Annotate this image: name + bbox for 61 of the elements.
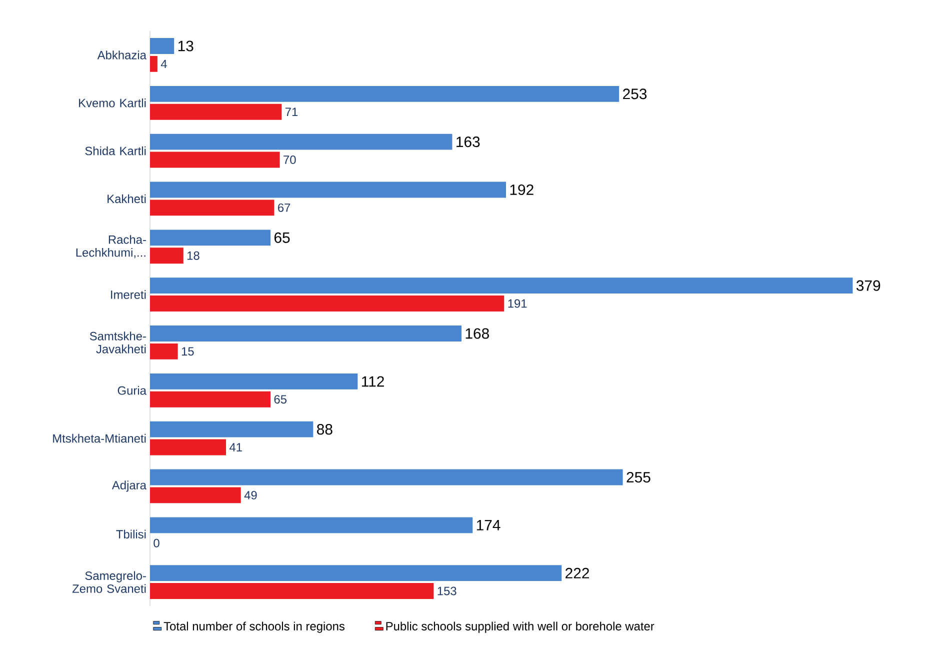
data-label: 192 — [510, 184, 534, 196]
bar — [150, 248, 184, 264]
data-label: 13 — [178, 40, 194, 52]
bar — [150, 86, 620, 102]
data-label: 174 — [476, 520, 500, 530]
data-label: 153 — [438, 586, 456, 596]
y-tick-label: Adjara — [112, 480, 146, 492]
y-tick-label: Tbilisi — [116, 530, 146, 539]
data-label: 67 — [278, 203, 290, 212]
data-label: 222 — [566, 568, 589, 578]
data-label: 112 — [362, 376, 384, 387]
data-label: 253 — [623, 88, 647, 100]
y-tick-label: Abkhazia — [97, 50, 146, 60]
bar — [150, 182, 506, 198]
bar — [150, 565, 562, 582]
data-label: 191 — [508, 299, 527, 308]
y-tick-label: Samegrelo-Zemo Svaneti — [72, 571, 146, 593]
data-label: 379 — [856, 280, 880, 291]
data-label: 70 — [284, 156, 296, 164]
y-tick-label: Shida Kartli — [85, 146, 146, 156]
bar — [150, 487, 241, 504]
data-label: 255 — [626, 472, 650, 483]
data-label: 18 — [187, 251, 200, 260]
bar — [150, 391, 271, 408]
data-label: 0 — [154, 538, 160, 548]
y-tick-label: Samtskhe-Javakheti — [90, 332, 146, 354]
bar — [150, 296, 504, 312]
y-tick-label: Imereti — [111, 290, 146, 299]
data-label: 163 — [456, 136, 480, 148]
y-tick-label: Racha-Lechkhumi,... — [76, 235, 146, 258]
data-label: 15 — [182, 347, 194, 356]
data-label: 71 — [285, 108, 298, 116]
y-tick-label: Kakheti — [108, 194, 146, 204]
bar — [150, 38, 174, 54]
bar — [150, 200, 274, 216]
bar — [150, 230, 271, 246]
bar — [150, 134, 452, 150]
y-tick-label: Kvemo Kartli — [79, 98, 146, 108]
data-label: 65 — [274, 232, 290, 243]
bar — [150, 373, 358, 390]
y-tick-label: Mtskheta-Mtianeti — [53, 434, 146, 443]
bar — [150, 583, 434, 599]
bar — [150, 439, 226, 456]
bar — [150, 343, 178, 360]
data-label: 88 — [317, 424, 332, 435]
data-label: 49 — [244, 490, 257, 500]
data-label: 168 — [466, 328, 489, 339]
legend-label: Public schools supplied with well or borehole water — [386, 622, 654, 633]
bar — [150, 469, 623, 486]
bar — [150, 152, 280, 168]
data-label: 65 — [274, 395, 287, 404]
y-tick-label: Guria — [118, 386, 146, 395]
data-label: 4 — [160, 60, 167, 68]
bar — [150, 517, 473, 534]
data-label: 41 — [230, 443, 242, 452]
bar — [150, 421, 314, 438]
bar — [150, 56, 158, 72]
legend-label: Total number of schools in regions — [164, 622, 344, 633]
bar — [150, 326, 462, 342]
bar — [150, 278, 853, 294]
bar — [150, 104, 282, 120]
